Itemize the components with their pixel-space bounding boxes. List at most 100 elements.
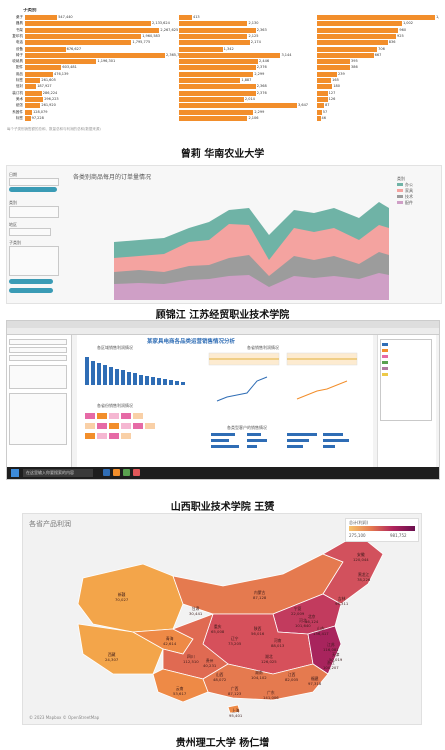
legend-color-3 <box>382 355 388 358</box>
province-value: 50,019 <box>329 657 343 662</box>
legend-list-box[interactable] <box>380 339 432 421</box>
start-button[interactable] <box>11 469 19 477</box>
date-filter[interactable] <box>9 178 59 186</box>
row-label: 用品 <box>15 71 23 76</box>
taskbar-icon-3[interactable] <box>123 469 130 476</box>
col2-value: 1,887 <box>241 78 252 82</box>
col1-bar <box>25 65 62 71</box>
province-name: 青海 <box>165 636 174 641</box>
region-filter[interactable] <box>9 228 51 236</box>
slider-b[interactable] <box>9 288 53 293</box>
col2-value: 2,368 <box>256 84 267 89</box>
windows-taskbar: 在这里输入你要搜索的内容 <box>7 467 439 479</box>
col1-bar <box>25 109 32 115</box>
row-label: 收纳具 <box>12 59 23 64</box>
col1-value: 128,079 <box>33 109 48 114</box>
row-label: 电话 <box>15 40 23 45</box>
province-value: 96,311 <box>335 601 349 606</box>
province-name: 宁夏 <box>293 606 302 611</box>
province-value: 136,417 <box>313 631 329 636</box>
category-filter[interactable] <box>9 206 59 218</box>
col2-bar <box>179 15 192 20</box>
col2-bar <box>179 78 241 83</box>
legend-swatch-1 <box>397 183 403 186</box>
col3-bar <box>317 59 351 65</box>
province-label: 江苏 116,081 <box>323 642 339 652</box>
search-placeholder: 在这里输入你要搜索的内容 <box>26 470 74 475</box>
col2-bar <box>179 71 254 77</box>
province-label: 山西 48,072 <box>213 672 226 682</box>
taskbar-icon-1[interactable] <box>103 469 110 476</box>
map-legend-gradient <box>349 526 415 531</box>
sidebar-row-3[interactable] <box>9 355 67 361</box>
legend-title: 类别 <box>397 176 405 181</box>
row-label: 椅子 <box>15 52 23 57</box>
col2-bar <box>179 59 259 65</box>
col3-value: 165 <box>332 78 339 82</box>
province-value: 30,441 <box>189 611 203 616</box>
province-label: 宁夏 22,009 <box>291 606 304 616</box>
province-value: 42,614 <box>163 641 177 646</box>
province-name: 重庆 <box>213 624 222 629</box>
province-name: 四川 <box>187 654 195 659</box>
province-value: 56,016 <box>251 631 265 636</box>
customer-bars <box>211 433 349 448</box>
col2-bar <box>179 65 256 71</box>
col1-bar <box>25 78 41 83</box>
province-label: 贵州 40,231 <box>203 658 216 668</box>
legend-color-1 <box>382 343 388 346</box>
province-name: 山东 <box>317 626 325 631</box>
search-box[interactable]: 在这里输入你要搜索的内容 <box>23 469 93 477</box>
legend-swatch-2 <box>397 189 403 192</box>
legend-item-2: 家具 <box>405 188 413 193</box>
sidebar-list[interactable] <box>9 393 67 445</box>
slider-a[interactable] <box>9 279 53 284</box>
sidebar-row-2[interactable] <box>9 347 67 353</box>
province-label: 安徽 120,044 <box>353 552 369 562</box>
col3-value: 960 <box>399 27 407 32</box>
col3-bar <box>317 27 399 33</box>
taskbar-icon-2[interactable] <box>113 469 120 476</box>
legend-color-5 <box>382 367 388 370</box>
col1-bar <box>25 103 41 109</box>
province-label: 河北 101,640 <box>295 618 311 628</box>
col3-value: 386 <box>351 65 358 70</box>
area-chart: 各类别商品每月的订单量情况 <box>69 170 395 300</box>
legend-color-6 <box>382 373 388 376</box>
subcategory-filter[interactable] <box>9 246 59 276</box>
col3-bar <box>317 78 332 83</box>
province-name: 黑龙江 <box>357 572 370 577</box>
province-value: 97,318 <box>308 681 322 686</box>
col1-value: 2,267,625 <box>160 27 179 32</box>
col3-value: 1,388 <box>436 15 439 19</box>
legend-swatch-3 <box>397 195 403 198</box>
sidebar-marks[interactable] <box>9 365 67 389</box>
col1-bar <box>25 27 160 33</box>
province-name: 甘肃 <box>191 606 200 611</box>
col1-value: 1,960,583 <box>142 33 161 38</box>
col3-bar <box>317 33 397 39</box>
row-label: 美术 <box>15 96 23 101</box>
chart-title-left: 各区域销售利润情况 <box>97 345 133 350</box>
col1-value: 476,139 <box>54 71 69 76</box>
col1-bar <box>25 115 31 121</box>
taskbar-icon-4[interactable] <box>133 469 140 476</box>
sidebar-row-1[interactable] <box>9 339 67 345</box>
col2-bar <box>179 96 244 102</box>
col2-bar <box>179 27 256 33</box>
col3-bar <box>317 84 333 90</box>
col2-bar <box>179 33 248 39</box>
date-slider[interactable] <box>9 187 57 192</box>
col1-bar <box>25 59 97 65</box>
province-value: 87,123 <box>228 691 242 696</box>
col1-value: 1,795,775 <box>132 40 151 45</box>
province-value: 116,081 <box>323 647 339 652</box>
legend-list <box>377 335 436 467</box>
col1-value: 261,920 <box>41 103 56 108</box>
caption-1: 曾莉 华南农业大学 <box>180 149 265 160</box>
tableau-sidebar <box>7 335 72 467</box>
province-name: 云南 <box>175 686 184 691</box>
province-label: 河南 88,013 <box>271 638 284 648</box>
toolbar <box>7 328 439 335</box>
row-label: 书架 <box>15 27 23 32</box>
